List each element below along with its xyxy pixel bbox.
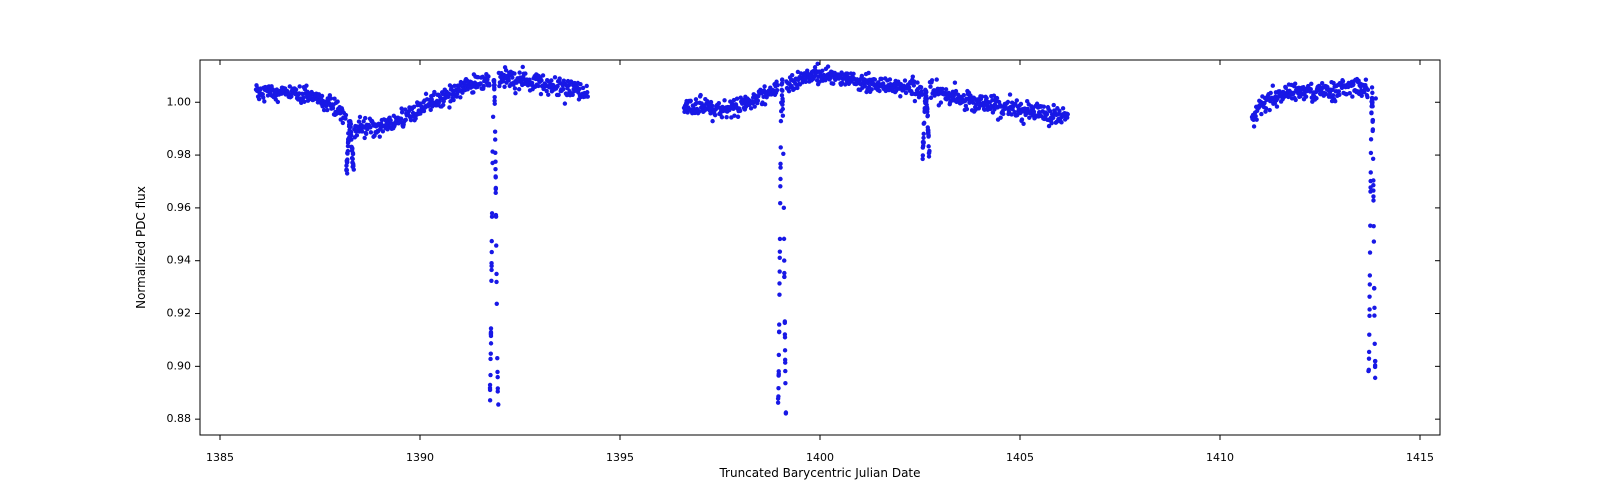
tick-label: 1.00 [167,95,192,108]
tick-label: 1385 [206,451,234,464]
tick-label: 1405 [1006,451,1034,464]
chart-svg: 1385 1390 1395 1400 1405 1410 1415 0.88 0.90 0.92… [0,0,1600,500]
tick-label: 1400 [806,451,834,464]
tick-label: 1390 [406,451,434,464]
tick-label: 0.98 [167,148,192,161]
tick-label: 1410 [1206,451,1234,464]
tick-label: 1415 [1406,451,1434,464]
tick-label: 0.94 [167,254,192,267]
tick-label: 0.96 [167,201,192,214]
tick-label: 0.90 [167,359,192,372]
tick-label: 1395 [606,451,634,464]
x-axis-label: Truncated Barycentric Julian Date [718,466,920,480]
y-axis-label: Normalized PDC flux [134,186,148,309]
tick-label: 0.88 [167,412,192,425]
light-curve-chart: 1385 1390 1395 1400 1405 1410 1415 0.88 0.90 0.92… [0,0,1600,500]
tick-label: 0.92 [167,307,192,320]
